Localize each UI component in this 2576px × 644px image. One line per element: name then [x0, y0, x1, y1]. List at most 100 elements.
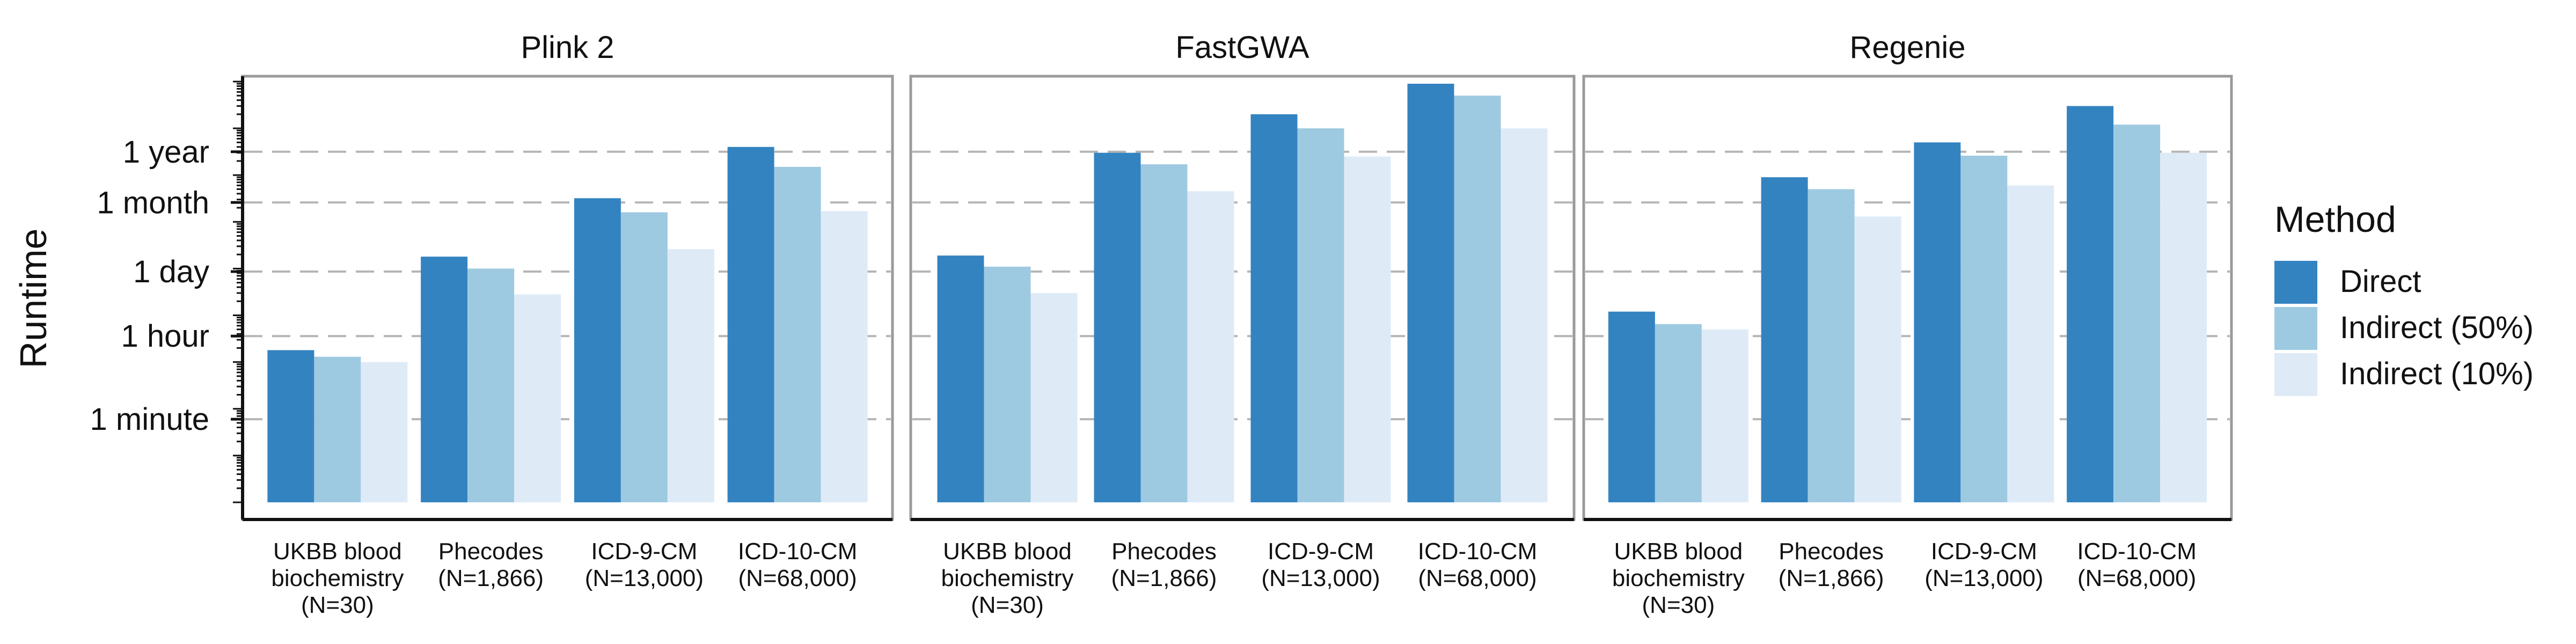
panel-2: FastGWA UKBB blood biochemistry (N=30) Pheco… — [909, 30, 1576, 618]
x-tick-label-line: ICD-10-CM — [1418, 538, 1537, 565]
x-tick-label: UKBB blood biochemistry (N=30) — [941, 538, 1074, 618]
bar-indirect-50 — [1655, 324, 1702, 502]
x-tick-label-line: (N=13,000) — [1924, 565, 2043, 591]
x-tick-label-line: (N=1,866) — [1111, 565, 1217, 591]
panel-title: Regenie — [1849, 30, 1965, 65]
x-tick-label-line: (N=1,866) — [1779, 565, 1884, 591]
bar-indirect-10 — [2160, 152, 2207, 502]
x-tick-label-line: (N=30) — [301, 592, 374, 618]
bar-direct — [267, 350, 314, 502]
panel-title: Plink 2 — [521, 30, 614, 65]
y-tick-label: 1 year — [123, 135, 209, 170]
legend-label: Indirect (10%) — [2340, 356, 2534, 391]
bar-indirect-50 — [1140, 164, 1188, 502]
x-tick-label: ICD-10-CM (N=68,000) — [2077, 538, 2196, 591]
x-tick-label-line: ICD-9-CM — [591, 538, 697, 565]
bar-indirect-10 — [1344, 156, 1391, 502]
x-tick-label-line: UKBB blood — [943, 538, 1072, 565]
y-tick-label: 1 minute — [90, 402, 209, 437]
legend-item: Indirect (50%) — [2274, 307, 2534, 350]
legend-swatch — [2274, 307, 2317, 350]
legend-swatch — [2274, 353, 2317, 396]
y-tick-label: 1 hour — [121, 319, 209, 354]
x-tick-label-line: Phecodes — [1779, 538, 1884, 565]
y-axis-title: Runtime — [12, 229, 54, 369]
bar-indirect-50 — [620, 212, 668, 502]
x-tick-label: Phecodes (N=1,866) — [438, 538, 544, 591]
bar-indirect-10 — [1701, 329, 1748, 502]
panel-title: FastGWA — [1175, 30, 1309, 65]
x-tick-label: Phecodes (N=1,866) — [1779, 538, 1884, 591]
bar-direct — [1407, 83, 1454, 503]
x-tick-label-line: UKBB blood — [273, 538, 402, 565]
bar-indirect-10 — [821, 211, 868, 502]
x-tick-label-line: UKBB blood — [1614, 538, 1743, 565]
x-tick-label-line: biochemistry — [1612, 565, 1745, 591]
bar-indirect-50 — [774, 166, 821, 503]
bar-direct — [1094, 152, 1141, 502]
bar-direct — [937, 255, 984, 502]
x-tick-label-line: ICD-10-CM — [738, 538, 857, 565]
bar-indirect-10 — [667, 249, 714, 502]
bar-direct — [574, 198, 621, 502]
x-tick-label-line: biochemistry — [941, 565, 1074, 591]
legend-swatch — [2274, 261, 2317, 304]
bar-indirect-50 — [467, 268, 515, 502]
x-tick-label-line: Phecodes — [438, 538, 544, 565]
x-tick-label-line: (N=13,000) — [585, 565, 704, 591]
x-tick-label-line: ICD-9-CM — [1931, 538, 2037, 565]
bar-indirect-50 — [1960, 156, 2008, 502]
bar-indirect-10 — [1187, 191, 1234, 502]
bar-indirect-50 — [1807, 189, 1855, 502]
x-tick-label: ICD-10-CM (N=68,000) — [1418, 538, 1537, 591]
bar-direct — [2067, 106, 2114, 502]
bar-indirect-10 — [514, 294, 561, 502]
x-tick-label-line: (N=68,000) — [1418, 565, 1536, 591]
x-tick-label: ICD-9-CM (N=13,000) — [1924, 538, 2043, 591]
y-tick-label: 1 day — [133, 254, 209, 289]
x-tick-label: UKBB blood biochemistry (N=30) — [271, 538, 404, 618]
x-tick-label: ICD-9-CM (N=13,000) — [585, 538, 704, 591]
x-tick-label: ICD-10-CM (N=68,000) — [738, 538, 857, 591]
bar-indirect-10 — [361, 362, 408, 502]
x-tick-label-line: (N=68,000) — [2077, 565, 2196, 591]
legend-title: Method — [2274, 199, 2396, 240]
legend-item: Indirect (10%) — [2274, 353, 2534, 396]
bar-indirect-50 — [2113, 125, 2161, 502]
x-tick-label-line: (N=1,866) — [438, 565, 544, 591]
x-tick-label-line: (N=13,000) — [1261, 565, 1380, 591]
bar-indirect-50 — [314, 356, 361, 502]
legend: Method Direct Indirect (50%) Indirect (10%) — [2274, 199, 2534, 396]
x-tick-label-line: ICD-10-CM — [2077, 538, 2196, 565]
bar-indirect-10 — [2007, 185, 2054, 502]
panel-1: Plink 2 UKBB blood biochemistry (N=30) Pheco… — [241, 30, 894, 618]
legend-label: Indirect (50%) — [2340, 310, 2534, 345]
y-tick-label: 1 month — [97, 185, 209, 220]
bar-direct — [727, 147, 774, 502]
x-tick-label-line: Phecodes — [1111, 538, 1217, 565]
bar-indirect-10 — [1501, 128, 1548, 503]
x-tick-label: ICD-9-CM (N=13,000) — [1261, 538, 1380, 591]
x-tick-label: Phecodes (N=1,866) — [1111, 538, 1217, 591]
bar-indirect-50 — [984, 266, 1031, 502]
panel-3: Regenie UKBB blood biochemistry (N=30) Pheco… — [1582, 30, 2233, 618]
legend-label: Direct — [2340, 264, 2421, 299]
bar-direct — [421, 257, 468, 502]
x-tick-label-line: (N=68,000) — [738, 565, 857, 591]
bar-direct — [1761, 177, 1808, 502]
x-tick-label-line: (N=30) — [1642, 592, 1715, 618]
x-tick-label-line: (N=30) — [971, 592, 1044, 618]
bar-indirect-10 — [1854, 216, 1901, 502]
bar-indirect-50 — [1297, 128, 1344, 503]
bar-direct — [1250, 114, 1298, 502]
bar-direct — [1608, 311, 1655, 502]
bar-direct — [1914, 142, 1961, 502]
y-axis: 1 minute 1 hour 1 day 1 month 1 year Runtime — [12, 76, 244, 519]
legend-item: Direct — [2274, 261, 2421, 304]
bar-indirect-50 — [1454, 96, 1501, 503]
x-tick-label: UKBB blood biochemistry (N=30) — [1612, 538, 1745, 618]
x-tick-label-line: ICD-9-CM — [1268, 538, 1374, 565]
bar-indirect-10 — [1030, 292, 1078, 502]
